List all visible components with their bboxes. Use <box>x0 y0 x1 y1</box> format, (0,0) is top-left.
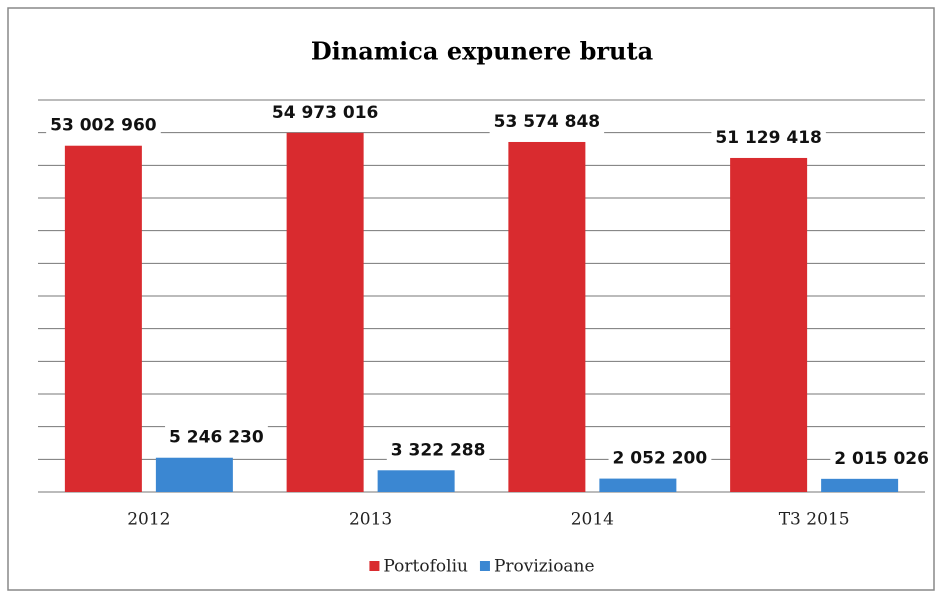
value-label-bg <box>608 446 712 471</box>
value-label-bg <box>386 438 490 463</box>
x-tick-label: 2014 <box>571 510 614 530</box>
value-label-bg <box>830 446 933 471</box>
value-label-bg <box>489 109 605 134</box>
value-label-group: 53 002 960 <box>46 113 161 138</box>
bar <box>821 478 899 492</box>
legend-swatch <box>369 561 380 571</box>
value-label-group: 53 574 848 <box>489 109 605 134</box>
x-tick-label: 2013 <box>349 510 392 530</box>
value-label-group: 54 973 016 <box>267 100 383 125</box>
bar <box>64 145 142 492</box>
value-label-group: 2 052 200 <box>608 446 712 471</box>
chart-title: Dinamica expunere bruta <box>311 37 653 66</box>
legend-swatch <box>479 561 490 571</box>
bar <box>508 141 586 492</box>
value-label: 2 015 026 <box>834 449 929 469</box>
value-label-group: 2 015 026 <box>830 446 933 471</box>
x-tick-label: 2012 <box>127 510 170 530</box>
value-label-group: 3 322 288 <box>386 438 490 463</box>
value-label: 2 052 200 <box>613 449 708 469</box>
value-label: 53 574 848 <box>494 112 600 132</box>
x-tick-label: T3 2015 <box>779 510 850 530</box>
value-label-bg <box>165 425 268 450</box>
value-label-group: 51 129 418 <box>711 125 826 150</box>
value-label-bg <box>267 100 383 125</box>
value-label: 53 002 960 <box>50 116 157 136</box>
legend: Portofoliu Provizioane <box>369 557 595 577</box>
bar <box>155 457 233 492</box>
value-label: 54 973 016 <box>272 103 378 123</box>
legend-label: Provizioane <box>494 557 595 577</box>
bar <box>730 157 808 492</box>
value-label: 3 322 288 <box>391 440 486 460</box>
bar <box>377 470 455 492</box>
value-label-bg <box>711 125 826 150</box>
legend-label: Portofoliu <box>383 557 468 577</box>
value-label: 5 246 230 <box>169 428 264 448</box>
value-label: 51 129 418 <box>715 128 821 148</box>
bar <box>599 478 677 492</box>
bar <box>286 132 364 492</box>
value-label-group: 5 246 230 <box>165 425 268 450</box>
value-label-bg <box>46 113 161 138</box>
